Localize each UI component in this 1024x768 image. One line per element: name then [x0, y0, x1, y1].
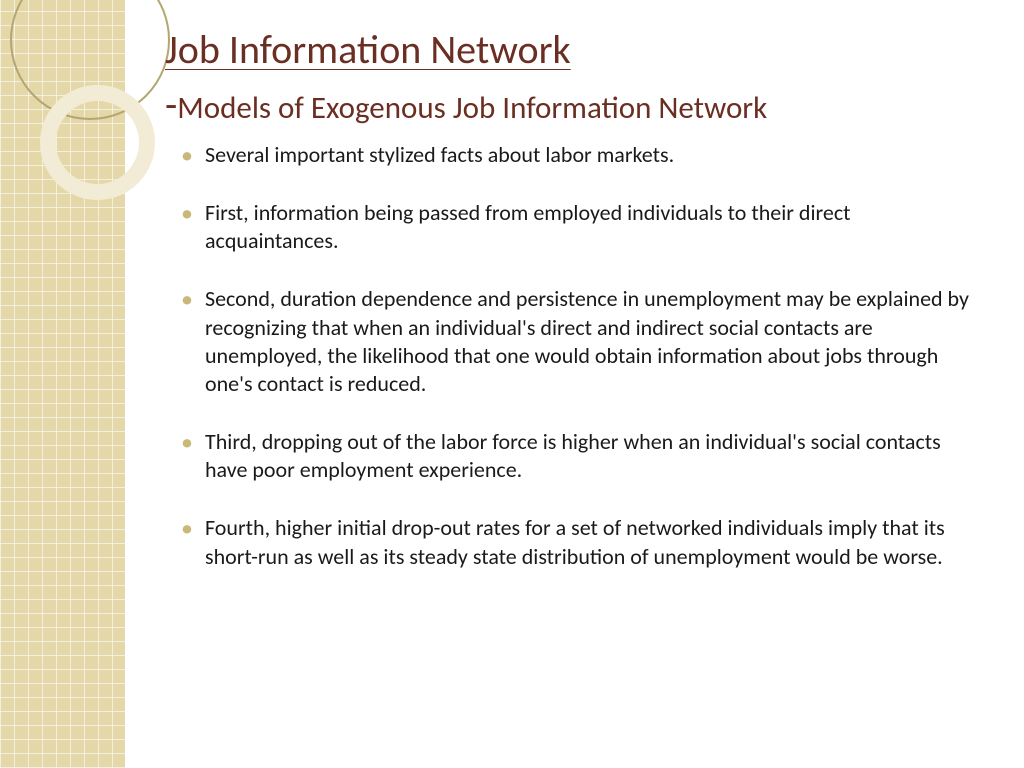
subtitle-dash: -	[165, 80, 177, 129]
subtitle-text: Models of Exogenous Job Information Netw…	[177, 89, 767, 127]
list-item: Several important stylized facts about l…	[205, 141, 979, 169]
bullet-list: Several important stylized facts about l…	[165, 141, 979, 571]
list-item: Fourth, higher initial drop-out rates fo…	[205, 514, 979, 570]
slide-content: Job Information Network -Models of Exoge…	[165, 25, 979, 601]
slide-title: Job Information Network	[165, 25, 979, 74]
list-item: Third, dropping out of the labor force i…	[205, 428, 979, 484]
slide-header: Job Information Network -Models of Exoge…	[165, 25, 979, 129]
list-item: First, information being passed from emp…	[205, 199, 979, 255]
slide-subtitle: -Models of Exogenous Job Information Net…	[165, 80, 979, 129]
decorative-circle-inner	[40, 85, 155, 200]
list-item: Second, duration dependence and persiste…	[205, 285, 979, 398]
